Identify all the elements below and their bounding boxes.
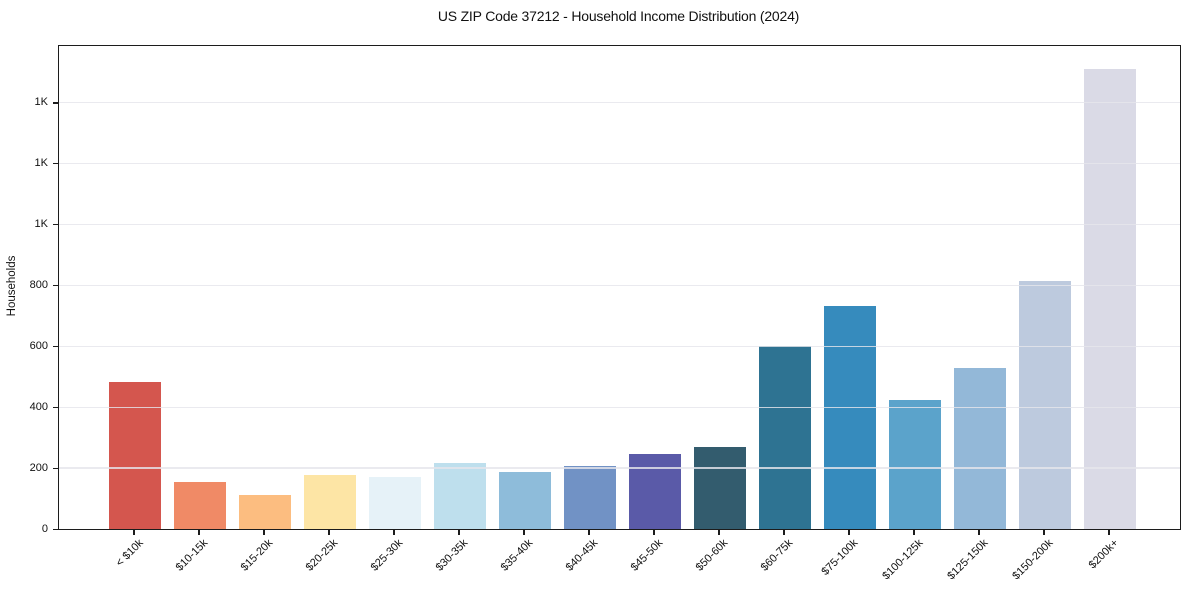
bar-60-75k: [759, 346, 811, 529]
y-tick-mark: [53, 346, 58, 348]
x-tick-label: $10-15k: [173, 537, 211, 574]
x-tick-label: $200k+: [1086, 537, 1121, 572]
x-tick-label: $45-50k: [628, 537, 666, 574]
bar-25-30k: [369, 477, 421, 529]
y-tick-label: 1K: [34, 156, 48, 169]
x-tick-mark: [783, 529, 785, 535]
y-tick-mark: [53, 528, 58, 531]
x-tick-label: < $10k: [113, 537, 146, 570]
bar-100-125k: [889, 399, 941, 529]
x-tick-mark: [588, 529, 590, 535]
bar-15-20k: [239, 494, 291, 529]
chart-title: US ZIP Code 37212 - Household Income Dis…: [437, 8, 800, 24]
y-tick-label: 1K: [34, 95, 48, 108]
gridline: [59, 345, 1180, 347]
y-tick-mark: [53, 467, 58, 470]
x-tick-mark: [328, 529, 330, 535]
bar-30-35k: [434, 463, 486, 529]
bar-50-60k: [694, 446, 746, 529]
y-tick-label: 0: [41, 522, 48, 535]
bars-layer: [59, 46, 1180, 529]
x-tick-label: $50-60k: [693, 537, 731, 574]
x-tick-label: $30-35k: [433, 537, 471, 574]
y-tick-mark: [53, 102, 58, 104]
y-tick-mark: [53, 163, 58, 165]
x-tick-mark: [848, 529, 850, 535]
x-tick-label: $35-40k: [498, 537, 536, 574]
y-tick-label: 400: [29, 400, 48, 413]
y-tick-mark: [53, 406, 58, 409]
x-tick-label: $15-20k: [238, 537, 276, 574]
x-tick-label: $25-30k: [368, 537, 406, 574]
y-tick-mark: [53, 285, 58, 287]
y-tick-mark: [53, 224, 58, 226]
x-tick-mark: [1108, 529, 1110, 535]
bar-125-150k: [954, 368, 1006, 529]
gridline: [59, 406, 1180, 408]
bar-45-50k: [629, 454, 681, 529]
bar-35-40k: [499, 471, 551, 529]
gridline: [59, 467, 1180, 469]
gridline: [59, 284, 1180, 286]
x-tick-label: $125-150k: [945, 537, 991, 583]
bar-40-45k: [564, 465, 616, 529]
x-tick-mark: [198, 529, 200, 535]
x-tick-label: $150-200k: [1010, 537, 1056, 583]
plot-area: [58, 45, 1181, 530]
x-tick-mark: [718, 529, 720, 535]
gridline: [59, 162, 1180, 164]
x-tick-mark: [653, 529, 655, 535]
x-tick-mark: [978, 529, 980, 535]
x-tick-label: $40-45k: [563, 537, 601, 574]
y-tick-label: 200: [29, 461, 48, 474]
bar-20-25k: [304, 475, 356, 529]
x-tick-mark: [263, 529, 265, 535]
bar-10k: [109, 381, 161, 529]
x-tick-label: $20-25k: [303, 537, 341, 574]
y-tick-label: 600: [29, 339, 48, 352]
x-tick-mark: [393, 529, 395, 535]
y-tick-label: 800: [29, 278, 48, 291]
x-tick-mark: [133, 529, 135, 535]
bar-10-15k: [174, 481, 226, 529]
x-tick-label: $75-100k: [819, 537, 861, 578]
x-tick-label: $100-125k: [880, 537, 926, 583]
y-tick-label: 1K: [34, 217, 48, 230]
x-tick-mark: [913, 529, 915, 535]
gridline: [59, 101, 1180, 103]
x-tick-mark: [1043, 529, 1045, 535]
x-tick-mark: [458, 529, 460, 535]
x-tick-mark: [523, 529, 525, 535]
gridline: [59, 223, 1180, 225]
grid-layer: [59, 46, 1180, 529]
bar-75-100k: [824, 306, 876, 529]
x-tick-label: $60-75k: [758, 537, 796, 574]
bar-150-200k: [1019, 280, 1071, 529]
bar-200k: [1084, 69, 1136, 529]
